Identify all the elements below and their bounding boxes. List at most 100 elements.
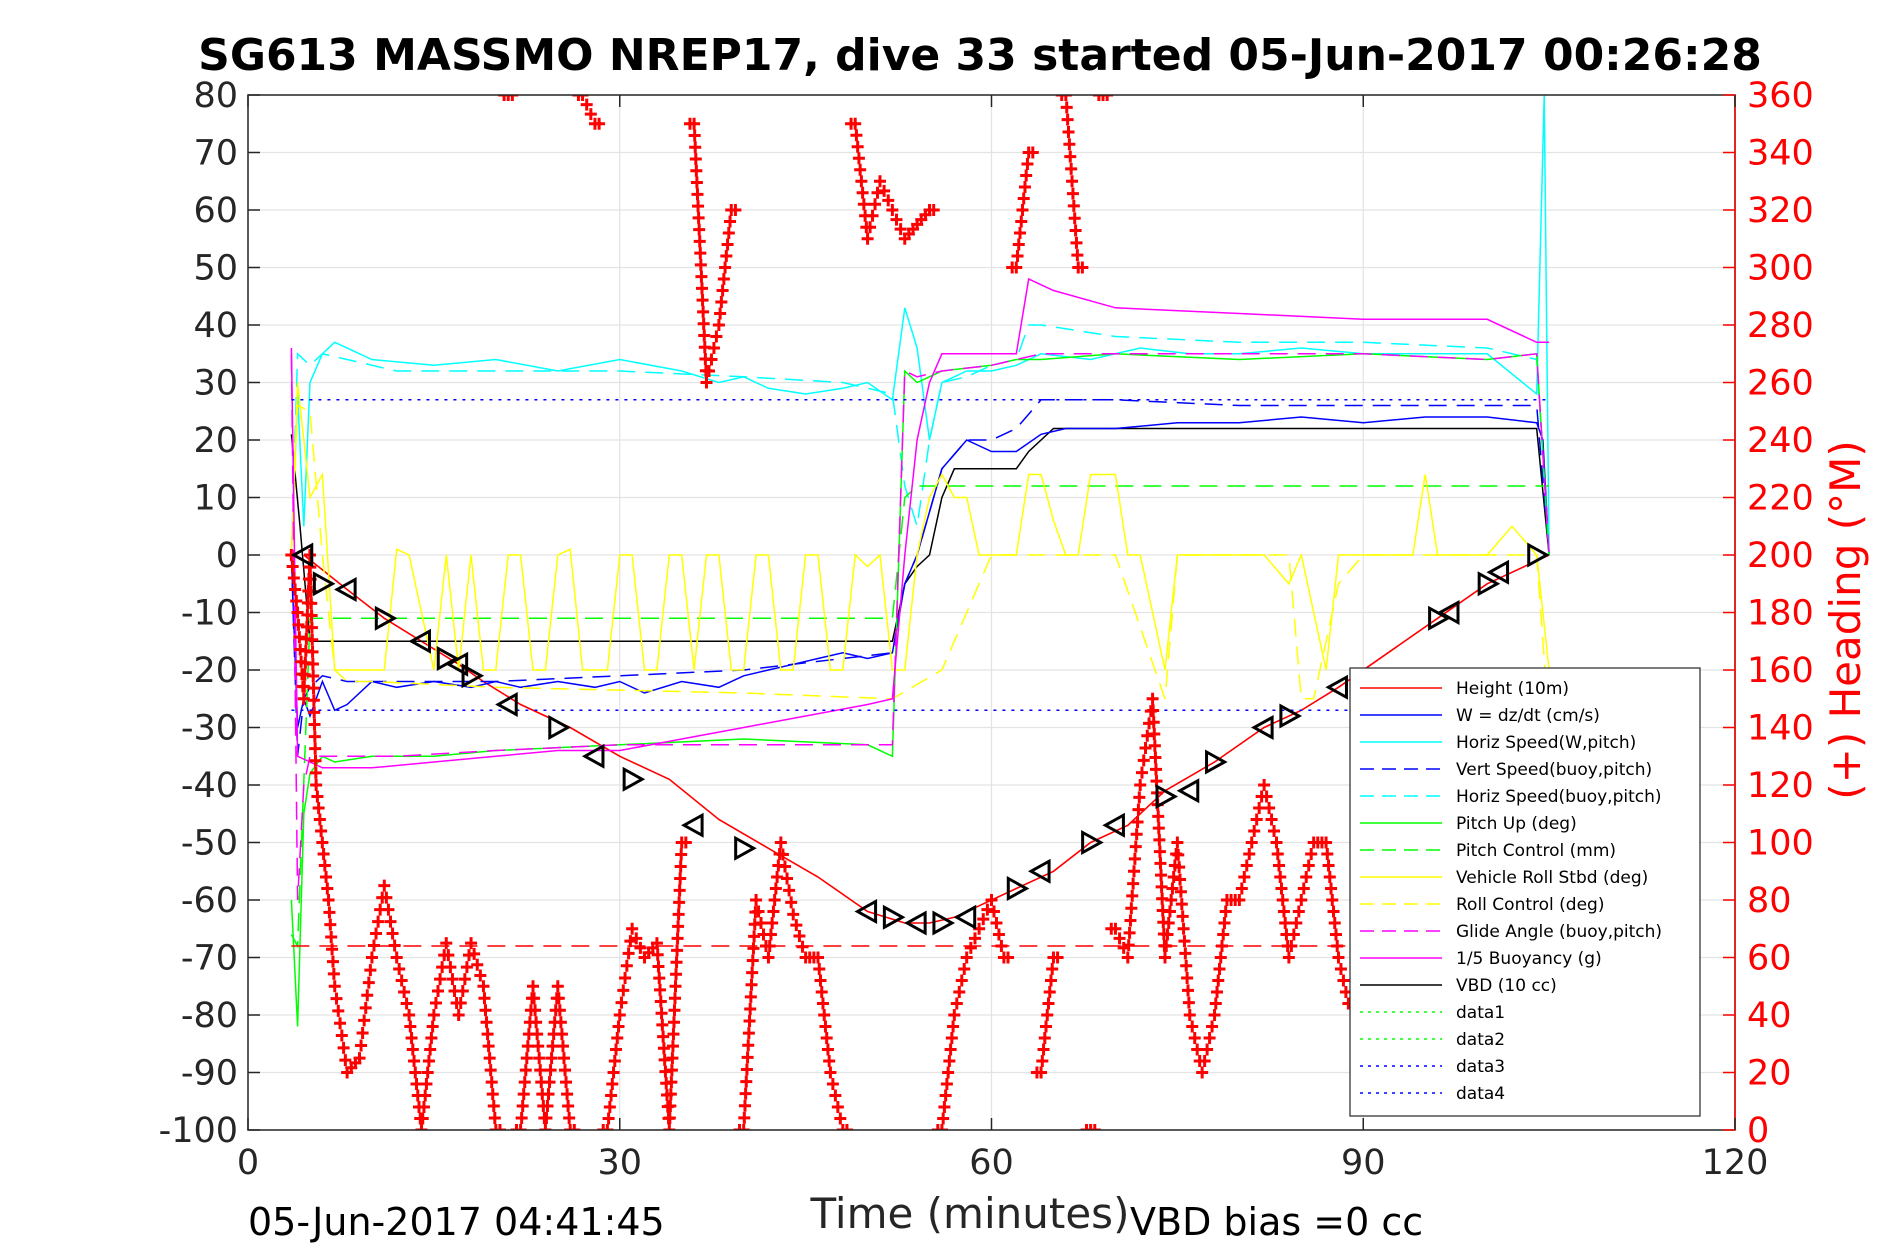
- heading-marker: [1125, 902, 1138, 915]
- heading-marker: [321, 882, 334, 895]
- heading-marker: [380, 891, 393, 904]
- heading-marker: [697, 317, 710, 330]
- heading-marker: [658, 1053, 671, 1066]
- heading-marker: [613, 1009, 626, 1021]
- heading-marker: [746, 954, 759, 967]
- heading-marker: [358, 1014, 371, 1027]
- heading-marker: [663, 1124, 676, 1130]
- heading-marker: [1035, 1066, 1048, 1079]
- heading-marker: [673, 884, 686, 897]
- heading-marker: [1174, 885, 1187, 898]
- heading-marker: [831, 1101, 844, 1113]
- heading-marker: [783, 884, 796, 897]
- heading-marker: [323, 906, 336, 919]
- heading-marker: [1088, 1124, 1101, 1130]
- y-tick-label: -50: [181, 824, 238, 864]
- y-tick-label-right: 20: [1747, 1054, 1792, 1094]
- dive-triangle-marker: [681, 812, 704, 838]
- x-tick-label: 90: [1341, 1143, 1386, 1183]
- heading-marker: [690, 176, 703, 189]
- heading-marker: [1275, 882, 1288, 895]
- heading-marker: [326, 955, 339, 968]
- heading-marker: [1213, 963, 1226, 975]
- dive-triangle-marker: [1155, 783, 1179, 810]
- heading-marker: [404, 1020, 417, 1033]
- heading-marker: [721, 238, 734, 251]
- legend-entry-label: Vert Speed(buoy,pitch): [1456, 760, 1652, 780]
- heading-marker: [762, 951, 775, 964]
- legend-entry-label: 1/5 Buoyancy (g): [1456, 949, 1602, 969]
- heading-marker: [670, 956, 683, 969]
- heading-marker: [968, 932, 981, 945]
- heading-marker: [1063, 138, 1076, 151]
- heading-marker: [1076, 261, 1089, 274]
- heading-marker: [654, 995, 667, 1008]
- heading-marker: [700, 376, 713, 389]
- heading-marker: [311, 790, 324, 803]
- heading-marker: [1132, 803, 1145, 816]
- heading-marker: [425, 1032, 438, 1044]
- heading-marker: [515, 1112, 528, 1125]
- heading-marker: [948, 1009, 961, 1021]
- heading-marker: [866, 209, 879, 222]
- heading-marker: [1332, 951, 1345, 964]
- heading-marker: [309, 754, 322, 767]
- y-tick-label: 80: [193, 76, 238, 116]
- heading-marker: [670, 968, 683, 981]
- heading-marker: [1272, 859, 1285, 872]
- legend-entry-label: Height (10m): [1456, 679, 1569, 699]
- heading-marker: [563, 1112, 576, 1125]
- heading-marker: [308, 730, 321, 743]
- heading-marker: [309, 742, 322, 755]
- heading-marker: [562, 1100, 575, 1113]
- heading-marker: [790, 919, 803, 932]
- heading-marker: [421, 1066, 434, 1079]
- heading-marker: [665, 1064, 678, 1077]
- heading-marker: [557, 1052, 570, 1065]
- y-tick-label-right: 180: [1747, 594, 1814, 634]
- heading-marker: [744, 1002, 757, 1015]
- legend-entry-label: Roll Control (deg): [1456, 895, 1604, 915]
- heading-marker: [1017, 192, 1030, 205]
- heading-marker: [1321, 848, 1334, 860]
- heading-marker: [422, 1055, 435, 1067]
- heading-marker: [657, 1030, 670, 1043]
- heading-marker: [1152, 822, 1165, 835]
- heading-marker: [672, 920, 685, 933]
- heading-marker: [534, 1064, 547, 1077]
- heading-marker: [1147, 716, 1160, 729]
- heading-marker: [611, 1032, 624, 1044]
- heading-marker: [608, 1055, 621, 1067]
- heading-marker: [688, 129, 701, 142]
- heading-marker: [355, 1039, 368, 1052]
- heading-marker: [486, 1088, 499, 1101]
- heading-marker: [367, 939, 380, 952]
- heading-marker: [1245, 836, 1258, 849]
- heading-marker: [393, 963, 406, 975]
- heading-marker: [763, 940, 776, 952]
- heading-marker: [572, 95, 585, 101]
- heading-marker: [516, 1100, 529, 1113]
- heading-marker: [977, 913, 990, 926]
- heading-marker: [359, 1001, 372, 1014]
- heading-marker: [442, 949, 455, 962]
- heading-marker: [408, 1055, 421, 1067]
- heading-marker: [307, 682, 320, 695]
- heading-marker: [1182, 984, 1194, 997]
- heading-marker: [353, 1052, 366, 1065]
- heading-marker: [1218, 917, 1231, 929]
- heading-marker: [698, 329, 711, 342]
- heading-marker: [310, 779, 323, 791]
- heading-marker: [487, 1100, 500, 1113]
- heading-marker: [1233, 894, 1246, 906]
- heading-marker: [328, 980, 341, 993]
- heading-marker: [1146, 692, 1159, 705]
- heading-marker: [1160, 940, 1173, 952]
- dive-triangle-marker: [932, 910, 956, 936]
- y-tick-label-right: 0: [1747, 1111, 1769, 1151]
- series-line-roll_ctrl: [290, 404, 1550, 728]
- heading-marker: [564, 1124, 577, 1130]
- dive-triangle-marker: [1486, 559, 1510, 585]
- heading-marker: [742, 1027, 755, 1040]
